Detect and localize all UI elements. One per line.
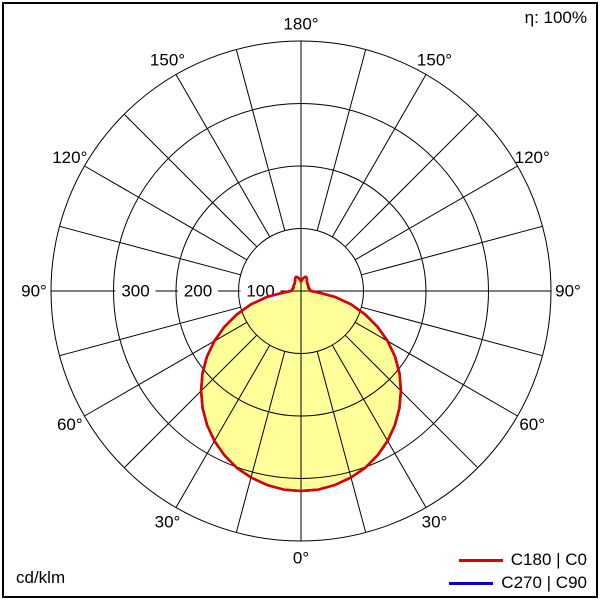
unit-label: cd/klm	[16, 568, 66, 588]
grid-spoke	[235, 49, 286, 231]
grid-spoke	[59, 225, 241, 276]
angle-label: 150°	[417, 50, 452, 69]
grid-spoke	[354, 321, 518, 417]
radial-label-bg	[115, 282, 156, 300]
grid-spoke	[354, 165, 518, 261]
grid-spoke	[235, 351, 286, 533]
angle-label: 120°	[52, 148, 87, 167]
efficiency-label: η: 100%	[524, 8, 587, 27]
legend: C180 | C0 C270 | C90	[449, 550, 587, 593]
grid-spoke	[175, 74, 271, 238]
grid-spoke	[84, 321, 248, 417]
angle-label: 60°	[519, 415, 545, 434]
grid-spoke	[84, 165, 248, 261]
angle-label: 180°	[283, 15, 318, 34]
grid-spoke	[123, 334, 258, 469]
angle-label: 120°	[515, 148, 550, 167]
legend-item-c90: C270 | C90	[449, 573, 587, 593]
grid-spoke	[316, 49, 367, 231]
grid-spoke	[361, 306, 543, 357]
grid-spoke	[344, 334, 479, 469]
angle-label: 30°	[155, 513, 181, 532]
angle-label: 30°	[422, 513, 448, 532]
angle-label: 150°	[150, 50, 185, 69]
radial-tick-label: 200	[184, 282, 212, 301]
grid-spoke	[344, 113, 479, 248]
angle-label: 60°	[57, 415, 83, 434]
grid-spoke	[331, 344, 427, 508]
legend-label-c90: C270 | C90	[501, 573, 587, 592]
grid-spoke	[361, 225, 543, 276]
grid-spoke	[316, 351, 367, 533]
radial-tick-label: 100	[246, 282, 274, 301]
radial-label-bg	[178, 282, 218, 300]
radial-tick-label: 300	[121, 282, 149, 301]
legend-item-c0: C180 | C0	[449, 550, 587, 570]
angle-label: 0°	[293, 549, 309, 568]
angle-label: 90°	[21, 282, 47, 301]
legend-line-c0	[458, 558, 503, 562]
angle-label: 90°	[555, 282, 581, 301]
grid-spoke	[123, 113, 258, 248]
grid-spoke	[59, 306, 241, 357]
grid-spoke	[175, 344, 271, 508]
grid-spoke	[331, 74, 427, 238]
legend-label-c0: C180 | C0	[510, 550, 587, 569]
legend-line-c90	[449, 581, 494, 585]
curve-c180-c0	[199, 275, 403, 493]
